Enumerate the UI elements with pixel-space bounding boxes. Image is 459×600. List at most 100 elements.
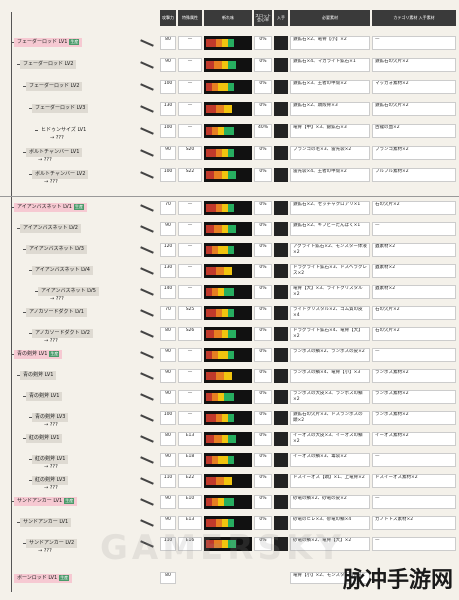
bottom-node[interactable]: ボーンロッド LV1 生産 (14, 574, 73, 583)
sharpness-segment (216, 309, 222, 317)
tree-branch (23, 152, 26, 153)
weapon-icon (140, 414, 154, 422)
extra-material-text: 鉄鉱石の欠片×2 (372, 102, 456, 116)
tree-node[interactable]: 紅の剣斧 LV3 (32, 476, 69, 485)
sharpness-bar (204, 243, 252, 257)
tree-node[interactable]: サンドアンカー LV1 生産 (14, 497, 78, 506)
material-text: イーオスの鱗×3、毒袋×2 (290, 453, 370, 467)
tree-branch (17, 64, 20, 65)
tree-node[interactable]: 青の剣斧 LV1 (20, 371, 57, 380)
tree-node[interactable]: 紅の剣斧 LV1 (26, 434, 63, 443)
sharpness-bar (204, 36, 252, 50)
tree-node-label: フェーダーロッド LV2 (29, 83, 80, 89)
tree-branch (29, 459, 32, 460)
sharpness-segment (216, 204, 222, 212)
tree-node[interactable]: アイアンバスネット LV1 生産 (14, 203, 87, 212)
material-text: 鉄鉱石×3、王者の甲殻×2 (290, 80, 370, 94)
tree-node-label: 紅の剣斧 LV1 (29, 435, 60, 441)
element-value: E13 (178, 516, 202, 530)
tree-node[interactable]: フェーダーロッド LV3 (32, 104, 89, 113)
sharpness-segment (206, 225, 214, 233)
extra-material-text: ドスイーオス素材×2 (372, 474, 456, 488)
sharpness-segment (228, 351, 234, 359)
tree-node-label: アノカソードダクト LV2 (35, 330, 90, 336)
bottom-node-label: ボーンロッド LV1 (17, 575, 58, 581)
tree-node[interactable]: ヒドゥンサイズ LV1 (38, 126, 89, 135)
weapon-icon (140, 127, 154, 135)
slot-value: 0% (254, 348, 272, 362)
section-divider (0, 196, 459, 197)
tree-node[interactable]: サンドアンカー LV1 (20, 518, 72, 527)
material-text: 鉄鉱石×2、セッチャクロアリ×1 (290, 201, 370, 215)
element-value: E16 (178, 537, 202, 551)
weapon-icon (140, 171, 154, 179)
tree-node[interactable]: ボルトチャンバー LV2 (32, 170, 89, 179)
weapon-icon (140, 330, 154, 338)
type-icon (274, 411, 288, 425)
sharpness-segment (212, 498, 218, 506)
sharpness-segment (222, 519, 228, 527)
tree-node-label: サンドアンカー LV1 (17, 498, 63, 504)
tree-node[interactable]: 青の剣斧 LV1 (26, 392, 63, 401)
tree-node-label: サンドアンカー LV2 (29, 540, 75, 546)
tree-sub-label: → ??? (44, 179, 58, 185)
tree-branch (23, 543, 26, 544)
sharpness-segment (228, 39, 234, 47)
tree-branch (17, 228, 20, 229)
tree-branch (11, 501, 14, 502)
tree-branch (29, 108, 32, 109)
extra-material-text: 鉄鉱石の欠片×2 (372, 58, 456, 72)
tree-node[interactable]: 青の剣斧 LV3 (32, 413, 69, 422)
attack-value: 100 (160, 124, 176, 138)
sharpness-segment (228, 309, 234, 317)
sharpness-segment (212, 393, 218, 401)
tree-node[interactable]: ボルトチャンバー LV1 (26, 148, 83, 157)
type-icon (274, 80, 288, 94)
tree-branch (29, 270, 32, 271)
tree-node-label: 紅の剣斧 LV1 (35, 456, 66, 462)
sharpness-bar (204, 432, 252, 446)
tree-node-label: ボルトチャンバー LV1 (29, 149, 80, 155)
sharpness-segment (218, 246, 228, 254)
sharpness-segment (228, 456, 234, 464)
tree-node[interactable]: アノカソードダクト LV1 (26, 308, 87, 317)
sharpness-segment (212, 288, 218, 296)
attack-value: 110 (160, 474, 176, 488)
sharpness-bar (204, 285, 252, 299)
sharpness-segment (212, 127, 218, 135)
tree-node-label: ヒドゥンサイズ LV1 (41, 127, 87, 133)
brand-logo: 脉冲手游网 (342, 568, 453, 593)
tree-node[interactable]: 青の剣斧 LV1 生産 (14, 350, 63, 359)
tree-sub-label: → ??? (44, 464, 58, 470)
tree-branch (35, 291, 38, 292)
tree-node[interactable]: アノカソードダクト LV2 (32, 329, 93, 338)
material-text: アグライト鉱石×2、モンスター体液×2 (290, 243, 370, 257)
tree-node[interactable]: アイアンバスネット LV2 (20, 224, 81, 233)
extra-material-text: 石の欠片×2 (372, 306, 456, 320)
tree-node[interactable]: アイアンバスネット LV5 (38, 287, 99, 296)
tree-node[interactable]: フェーダーロッド LV2 (20, 60, 77, 69)
tree-sub-label: → ??? (44, 485, 58, 491)
tree-sub-label: → ??? (44, 422, 58, 428)
tree-sub-label: → ??? (44, 338, 58, 344)
tree-node[interactable]: アイアンバスネット LV4 (32, 266, 93, 275)
material-text: 砂竜の鱗×2、砂竜の皮×2 (290, 495, 370, 509)
attack-value: 90 (160, 495, 176, 509)
tree-node-label: フェーダーロッド LV3 (35, 105, 86, 111)
tree-node[interactable]: フェーダーロッド LV2 (26, 82, 83, 91)
tree-node[interactable]: サンドアンカー LV2 (26, 539, 78, 548)
attack-value: 80 (160, 36, 176, 50)
weapon-icon (140, 246, 154, 254)
tree-node[interactable]: フェーダーロッド LV1 生産 (14, 38, 83, 47)
type-icon (274, 264, 288, 278)
material-text: ドラグライト鉱石×4、竜骨【大】×2 (290, 327, 370, 341)
sharpness-segment (224, 372, 232, 380)
attack-value: 70 (160, 306, 176, 320)
sharpness-segment (224, 393, 234, 401)
tree-node[interactable]: 紅の剣斧 LV1 (32, 455, 69, 464)
element-value: E22 (178, 474, 202, 488)
weapon-icon (140, 267, 154, 275)
sharpness-segment (216, 105, 224, 113)
tree-node[interactable]: アイアンバスネット LV3 (26, 245, 87, 254)
extra-material-text: 古龍の血×2 (372, 124, 456, 138)
